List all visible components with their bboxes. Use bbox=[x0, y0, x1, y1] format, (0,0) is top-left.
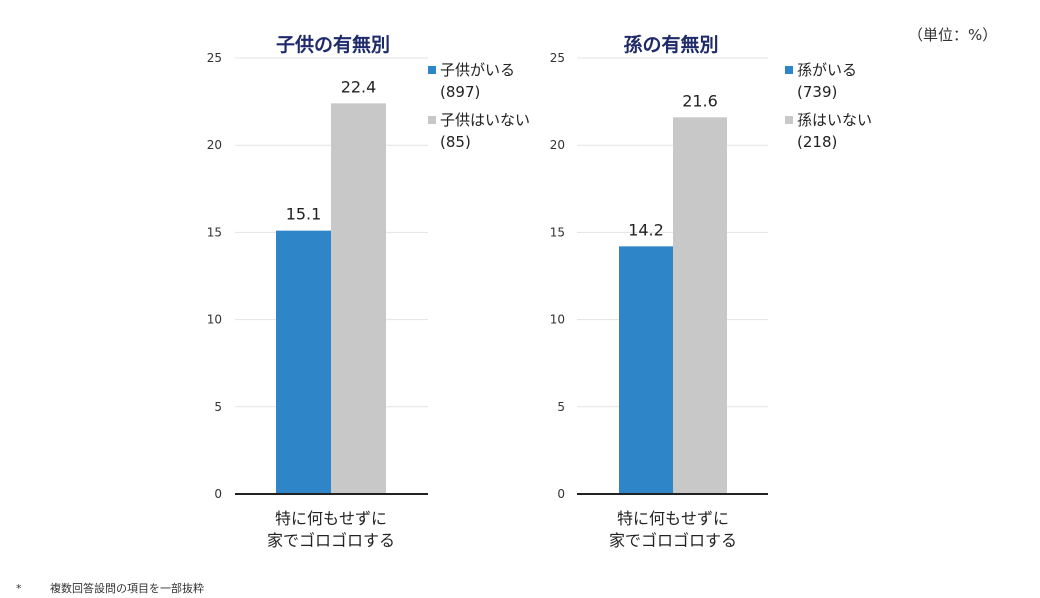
chart-title: 子供の有無別 bbox=[276, 33, 390, 56]
y-tick-label: 10 bbox=[207, 313, 222, 327]
legend-count: (897) bbox=[440, 83, 480, 101]
chart-title: 孫の有無別 bbox=[623, 33, 718, 56]
legend-label: 孫がいる bbox=[797, 61, 857, 79]
y-tick-label: 5 bbox=[214, 400, 222, 414]
legend-swatch bbox=[428, 66, 436, 74]
bar-1 bbox=[619, 246, 673, 494]
y-tick-label: 20 bbox=[550, 138, 565, 152]
bar-2 bbox=[331, 103, 386, 495]
y-tick-label: 25 bbox=[207, 51, 222, 65]
y-tick-label: 15 bbox=[550, 225, 565, 239]
data-label: 22.4 bbox=[341, 77, 377, 96]
legend-label: 孫はいない bbox=[797, 111, 872, 129]
x-category-label: 特に何もせずに bbox=[617, 509, 729, 528]
legend-label: 子供がいる bbox=[440, 61, 515, 79]
x-category-label: 家でゴロゴロする bbox=[609, 531, 737, 550]
x-category-label: 特に何もせずに bbox=[275, 509, 387, 528]
y-tick-label: 5 bbox=[557, 400, 565, 414]
footnote-mark: * bbox=[16, 582, 22, 595]
footnote: * 複数回答設問の項目を一部抜粋 bbox=[16, 580, 204, 596]
data-label: 15.1 bbox=[286, 205, 322, 224]
x-category-label: 家でゴロゴロする bbox=[267, 531, 395, 550]
y-tick-label: 0 bbox=[557, 487, 565, 501]
y-tick-label: 15 bbox=[207, 225, 222, 239]
legend-swatch bbox=[785, 116, 793, 124]
legend-count: (739) bbox=[797, 83, 837, 101]
unit-label: （単位：%） bbox=[908, 26, 998, 44]
legend-label: 子供はいない bbox=[440, 111, 530, 129]
footnote-text: 複数回答設問の項目を一部抜粋 bbox=[50, 582, 204, 595]
y-tick-label: 25 bbox=[550, 51, 565, 65]
bar-1 bbox=[276, 230, 331, 494]
y-tick-label: 10 bbox=[550, 313, 565, 327]
bar-2 bbox=[673, 117, 727, 495]
data-label: 14.2 bbox=[628, 220, 664, 239]
legend-swatch bbox=[428, 116, 436, 124]
y-tick-label: 20 bbox=[207, 138, 222, 152]
legend-count: (85) bbox=[440, 133, 471, 151]
y-tick-label: 0 bbox=[214, 487, 222, 501]
legend-count: (218) bbox=[797, 133, 837, 151]
data-label: 21.6 bbox=[682, 91, 718, 110]
legend-swatch bbox=[785, 66, 793, 74]
